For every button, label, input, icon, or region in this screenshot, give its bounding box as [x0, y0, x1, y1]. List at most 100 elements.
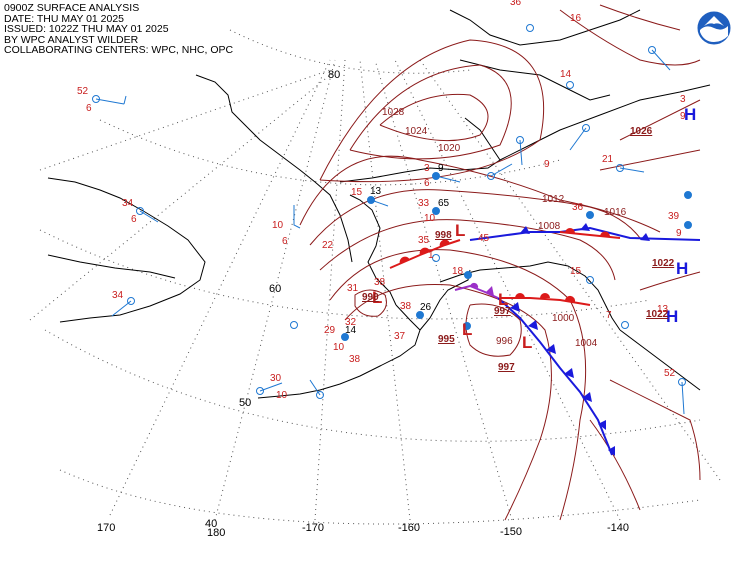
latitude-line-70 [99, 119, 561, 186]
isobar-label: 1028 [382, 107, 405, 118]
occluded-front [454, 282, 499, 299]
cold-front-barb-4 [564, 368, 574, 378]
wind-barb [95, 95, 127, 105]
alaska-peninsula [257, 304, 421, 399]
station-temp: 10 [333, 342, 345, 353]
station-temp: 52 [77, 86, 89, 97]
alaska-north-coast [339, 117, 501, 183]
high-value: 1022 [652, 258, 675, 269]
low-letter: L [522, 333, 532, 352]
station-marker [432, 207, 440, 215]
longitude-line-m180-north [39, 69, 331, 171]
gulf-alaska-coast [439, 261, 621, 331]
station-marker [487, 172, 495, 180]
longitude-line-m170 [314, 59, 346, 521]
station-marker [566, 81, 574, 89]
low-value: 997 [498, 362, 515, 373]
station-marker [464, 271, 472, 279]
warm-front-bump-8 [600, 231, 611, 237]
high-letter: H [684, 105, 696, 124]
isobar-label: 1004 [575, 338, 598, 349]
warm-front-bump-2 [419, 247, 430, 255]
warm-front-bump-4 [515, 293, 525, 298]
lon-label-m140: -140 [607, 522, 629, 534]
station-temp: 34 [122, 198, 134, 209]
lon-label-180: 180 [207, 527, 225, 539]
lat-label-50: 50 [239, 397, 251, 409]
isobar-label: 1012 [542, 194, 565, 205]
cold-front-barb-5 [582, 392, 592, 402]
low-letter: L [498, 290, 508, 309]
latitude-line-50 [44, 329, 701, 442]
station-marker [256, 387, 264, 395]
station-temp: 3 [424, 163, 430, 174]
wind-barb [619, 167, 645, 173]
station-temp: 37 [394, 331, 406, 342]
isobar-label: 996 [496, 336, 513, 347]
station-temp: 30 [270, 373, 282, 384]
station-marker [684, 191, 692, 199]
station-temp: 13 [657, 304, 669, 315]
isobar-992 [354, 289, 387, 317]
low-value: 995 [438, 334, 455, 345]
wind-barb [490, 163, 513, 177]
header-analyst: BY WPC ANALYST WILDER [4, 33, 139, 46]
isobar-east-1012 [589, 419, 641, 511]
wind-barbs [95, 49, 685, 415]
isobar-label: 1024 [405, 126, 428, 137]
siberia-coast [195, 74, 353, 263]
occluded-front-mark-1 [470, 282, 479, 288]
isobar-east-1016 [599, 149, 701, 171]
station-temp: 32 [345, 317, 357, 328]
station-temp: 36 [510, 0, 522, 8]
noaa-logo [696, 10, 732, 46]
station-temp: 7 [606, 310, 612, 321]
wind-barb [309, 379, 321, 396]
isobar-1008 [319, 219, 616, 281]
station-marker [341, 333, 349, 341]
station-temp: 31 [347, 283, 359, 294]
station-temp: 3 [680, 94, 686, 105]
station-temps: 52 6 34 6 10 6 34 15 13 22 3 9 6 33 65 1… [77, 0, 686, 401]
cold-front-north-barb-3 [640, 233, 650, 241]
warm-front-bump-6 [565, 295, 576, 302]
wind-barb [519, 139, 523, 166]
station-temp: 9 [438, 163, 444, 174]
station-temp: 39 [668, 211, 680, 222]
station-marker [463, 322, 471, 330]
warm-fronts [389, 228, 621, 306]
isobar-label: 1020 [438, 143, 461, 154]
lon-label-170: 170 [97, 522, 115, 534]
station-marker [432, 254, 440, 262]
occluded-front-line [454, 284, 499, 299]
isobar-1012 [309, 189, 641, 246]
station-temp: 9 [680, 111, 686, 122]
wind-barb [569, 127, 587, 151]
station-temp: 9 [544, 159, 550, 170]
lon-label-m160: -160 [398, 522, 420, 534]
cold-front-barb-2 [528, 320, 538, 330]
high-letter: H [666, 307, 678, 326]
low-value: 997 [494, 306, 511, 317]
longitude-line-m140 [394, 59, 621, 521]
station-temp: 18 [452, 266, 464, 277]
cook-inlet-coast [419, 269, 471, 331]
station-temp: 6 [86, 103, 92, 114]
header-title: 0900Z SURFACE ANALYSIS [4, 2, 140, 14]
station-temp: 16 [570, 13, 582, 24]
station-marker [416, 311, 424, 319]
cold-front-line [497, 297, 613, 456]
cold-front-north-barb-1 [520, 226, 530, 234]
cold-front-barb-3 [546, 344, 556, 354]
station-marker [526, 24, 534, 32]
station-temp: 9 [676, 228, 682, 239]
wind-barb [293, 205, 301, 229]
lat-label-60: 60 [269, 283, 281, 295]
chukotka-coast [47, 177, 206, 323]
station-temp: 38 [374, 277, 386, 288]
station-marker [684, 221, 692, 229]
isobar-label: 1008 [538, 221, 561, 232]
warm-front-bump-3 [439, 239, 450, 247]
station-marker [290, 321, 298, 329]
